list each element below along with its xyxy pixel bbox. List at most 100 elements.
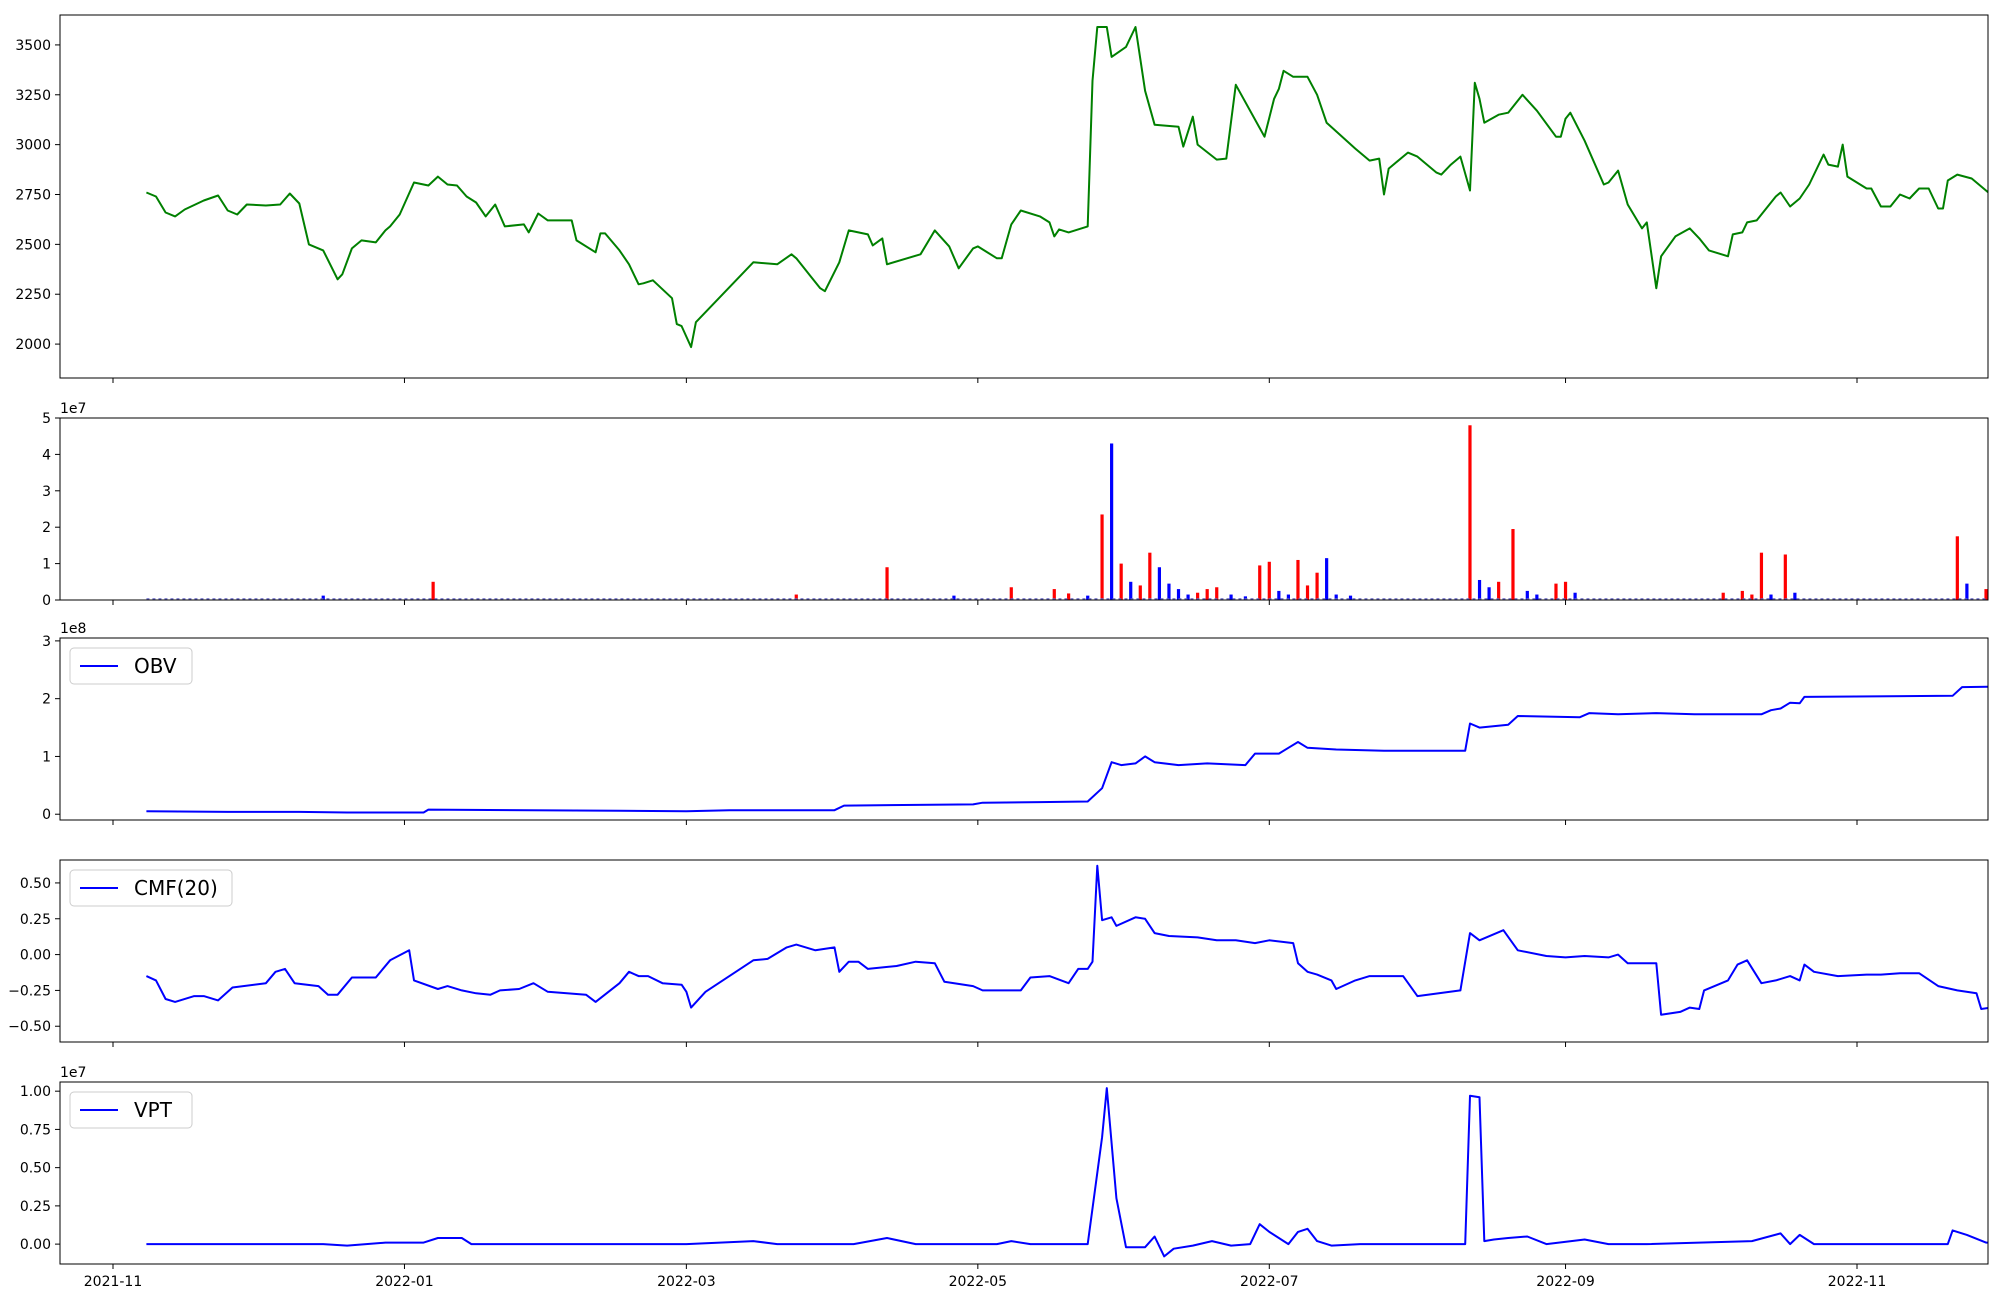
legend: CMF(20) [69,869,233,907]
volume-bar [1984,589,1988,600]
volume-bar [1965,583,1969,600]
y-tick-label: 5 [42,411,51,427]
volume-bar [885,567,889,600]
panel-price: 2000 2250 2500 2750 3000 3250 3500 [15,14,1989,383]
panel-vpt: 0.00 0.25 0.50 0.75 1.00 1e7 VPT [20,1065,1989,1269]
volume-bar [1315,572,1319,600]
volume-bar [1186,594,1190,600]
y-tick-label: −0.50 [8,1019,51,1035]
volume-bar [1721,592,1725,600]
volume-bar [1325,558,1329,600]
volume-bar [1277,590,1281,600]
panel-volume: 0 1 2 3 4 5 1e7 [42,401,1989,609]
volume-bar [1740,590,1744,600]
volume-bar [1497,581,1501,600]
legend: OBV [69,647,193,685]
series-line-price [146,26,1988,349]
volume-bar [1052,589,1056,600]
series-line-vpt [146,1087,1988,1258]
volume-bar [431,581,435,600]
volume-bar [1086,595,1090,600]
volume-bar [1100,514,1104,600]
volume-bar [1759,552,1764,600]
y-tick-label: 1 [42,557,51,573]
volume-bar [1535,594,1539,600]
volume-bar [1067,593,1071,600]
legend-box [69,869,233,907]
legend: VPT [69,1091,193,1129]
volume-bar [1157,567,1161,600]
volume-bar [1305,585,1310,600]
volume-bar [1267,561,1271,600]
x-tick-label: 2022-01 [375,1274,434,1290]
legend-label: VPT [134,1098,173,1122]
volume-bar [1348,595,1353,600]
panel-obv: 0 1 2 3 1e8 OBV [42,621,1989,825]
volume-bar [321,595,325,600]
volume-bar [1243,596,1248,600]
legend-label: CMF(20) [134,876,218,900]
y-tick-label: 4 [42,447,51,463]
series-line-obv [146,685,1988,814]
panel-cmf-20-: −0.50 −0.25 0.00 0.25 0.50 CMF(20) [8,859,1989,1047]
volume-bar [1554,583,1558,600]
y-tick-label: 2750 [15,188,51,204]
axes-frame [59,14,1989,379]
x-tick-label: 2022-07 [1240,1274,1299,1290]
y-tick-label: 0.50 [20,876,51,892]
volume-bar [1955,536,1959,600]
x-tick-label: 2022-09 [1536,1274,1595,1290]
volume-bar [1525,590,1529,600]
volume-bar [1167,583,1171,600]
volume-bar [1196,592,1200,600]
legend-box [69,1091,193,1129]
x-tick-label: 2022-03 [657,1274,716,1290]
y-tick-label: 0.00 [20,1237,51,1253]
series-line-cmf-20- [145,864,1988,1016]
axes-frame [59,859,1989,1043]
y-tick-label: 0 [42,807,51,823]
y-tick-label: 0.75 [20,1122,51,1138]
volume-bar [1148,552,1152,600]
volume-bar [1119,563,1123,600]
y-tick-label: 3250 [15,88,51,104]
volume-bar [1258,565,1262,600]
y-tick-label: 3 [42,634,51,650]
y-tick-label: 2250 [15,287,51,303]
volume-bar [952,595,956,600]
y-tick-label: 2 [42,520,51,536]
volume-bar [1477,579,1482,600]
legend-label: OBV [134,654,177,678]
x-tick-label: 2022-11 [1828,1274,1887,1290]
y-tick-label: 3500 [15,38,51,54]
volume-bar [1229,594,1233,600]
volume-bar [1129,581,1133,600]
volume-bar [1511,529,1515,600]
volume-bar [1334,594,1338,600]
volume-bar [1138,585,1142,600]
volume-bar [1468,425,1472,600]
y-tick-label: −0.25 [8,983,51,999]
y-tick-label: 3000 [15,138,51,154]
volume-bar [1750,594,1754,600]
y-tick-label: 1 [42,749,51,765]
volume-bar [1487,587,1491,600]
axis-offset-label: 1e8 [60,621,86,637]
volume-bar [1009,587,1013,600]
volume-bar [794,594,798,600]
y-tick-label: 0.50 [20,1161,51,1177]
y-tick-label: 1.00 [20,1084,51,1100]
y-tick-label: 2000 [15,337,51,353]
x-tick-label: 2021-11 [84,1274,143,1290]
volume-bar [1573,592,1577,600]
volume-bar [1205,589,1209,600]
y-tick-label: 0.25 [20,1199,51,1215]
volume-bar [1110,443,1114,600]
x-tick-label: 2022-05 [949,1274,1008,1290]
volume-bar [1769,594,1773,600]
axis-offset-label: 1e7 [60,401,86,417]
volume-bar [1286,594,1291,600]
volume-bar [1176,589,1181,600]
y-tick-label: 2500 [15,237,51,253]
